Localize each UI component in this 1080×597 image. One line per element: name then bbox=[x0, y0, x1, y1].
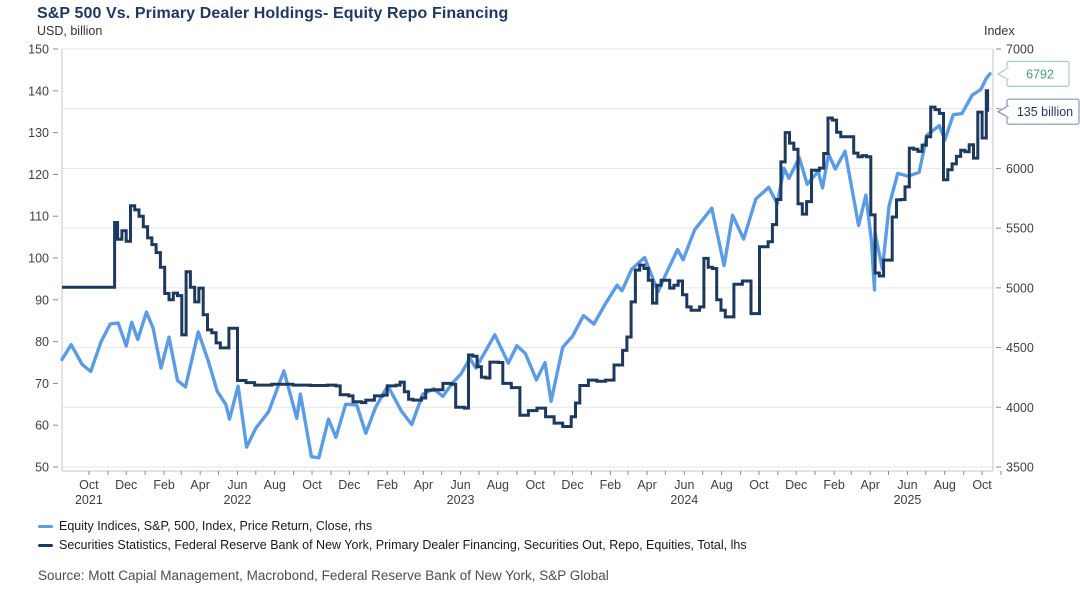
left-tick-label: 90 bbox=[35, 293, 49, 307]
x-year-label: 2022 bbox=[224, 493, 252, 507]
left-tick-label: 60 bbox=[35, 419, 49, 433]
left-tick-label: 120 bbox=[28, 168, 49, 182]
x-tick-label: Aug bbox=[711, 478, 733, 492]
right-tick-label: 5500 bbox=[1006, 222, 1034, 236]
left-tick-label: 150 bbox=[28, 43, 49, 57]
chart-canvas: 50 60 70 80 90 100 110 120 130 140 150 3500 4000 4500… bbox=[28, 43, 1080, 507]
legend-label-dealer-repo: Securities Statistics, Federal Reserve B… bbox=[59, 538, 747, 552]
x-tick-label: Oct bbox=[525, 478, 545, 492]
x-tick-label: Aug bbox=[487, 478, 509, 492]
left-tick-label: 140 bbox=[28, 84, 49, 98]
x-tick-label: Oct bbox=[302, 478, 322, 492]
chart-title: S&P 500 Vs. Primary Dealer Holdings- Equ… bbox=[37, 5, 509, 22]
x-year-label: 2021 bbox=[75, 493, 103, 507]
x-tick-label: Oct bbox=[972, 478, 992, 492]
x-tick-label: Dec bbox=[115, 478, 137, 492]
left-tick-label: 110 bbox=[29, 210, 49, 224]
right-axis-unit-label: Index bbox=[984, 24, 1015, 38]
right-tick-label: 3500 bbox=[1006, 461, 1034, 475]
x-tick-label: Dec bbox=[338, 478, 360, 492]
x-tick-label: Apr bbox=[414, 478, 433, 492]
callout-value-label: 135 billion bbox=[1017, 105, 1073, 119]
right-tick-label: 4000 bbox=[1006, 401, 1034, 415]
x-tick-label: Jun bbox=[674, 478, 694, 492]
x-tick-label: Apr bbox=[190, 478, 209, 492]
x-year-label: 2023 bbox=[447, 493, 475, 507]
left-tick-label: 130 bbox=[28, 126, 49, 140]
right-tick-label: 4500 bbox=[1006, 341, 1034, 355]
series-line-sp500 bbox=[60, 72, 992, 460]
sp500-line-swatch-icon bbox=[38, 524, 53, 529]
x-tick-label: Feb bbox=[153, 478, 175, 492]
x-tick-label: Dec bbox=[561, 478, 583, 492]
x-year-label: 2025 bbox=[894, 493, 922, 507]
callout-arrow-icon bbox=[996, 67, 1009, 81]
x-tick-label: Aug bbox=[264, 478, 286, 492]
left-tick-label: 100 bbox=[28, 252, 49, 266]
left-axis-unit-label: USD, billion bbox=[37, 24, 103, 38]
chart-legend: Equity Indices, S&P, 500, Index, Price R… bbox=[38, 517, 747, 555]
x-tick-label: Feb bbox=[376, 478, 398, 492]
x-tick-label: Aug bbox=[934, 478, 956, 492]
right-tick-label: 5000 bbox=[1006, 281, 1034, 295]
callout-value-label: 6792 bbox=[1026, 67, 1054, 81]
x-tick-label: Feb bbox=[823, 478, 845, 492]
left-tick-label: 80 bbox=[35, 335, 49, 349]
right-tick-label: 7000 bbox=[1006, 43, 1034, 57]
dealer-repo-line-swatch-icon bbox=[38, 543, 53, 548]
series-line-dealer-repo bbox=[62, 89, 990, 428]
x-year-label: 2024 bbox=[670, 493, 698, 507]
callout-arrow-icon bbox=[996, 105, 1009, 119]
x-tick-label: Jun bbox=[451, 478, 471, 492]
x-tick-label: Apr bbox=[637, 478, 656, 492]
legend-item-sp500: Equity Indices, S&P, 500, Index, Price R… bbox=[38, 517, 747, 536]
x-tick-label: Jun bbox=[897, 478, 917, 492]
legend-label-sp500: Equity Indices, S&P, 500, Index, Price R… bbox=[59, 519, 373, 533]
x-tick-label: Jun bbox=[227, 478, 247, 492]
source-text: Source: Mott Capial Management, Macrobon… bbox=[38, 568, 609, 583]
x-tick-label: Apr bbox=[860, 478, 879, 492]
x-tick-label: Oct bbox=[749, 478, 769, 492]
left-tick-label: 70 bbox=[35, 377, 49, 391]
legend-item-dealer-repo: Securities Statistics, Federal Reserve B… bbox=[38, 536, 747, 555]
x-tick-label: Oct bbox=[79, 478, 99, 492]
x-tick-label: Feb bbox=[600, 478, 622, 492]
right-tick-label: 6000 bbox=[1006, 162, 1034, 176]
left-tick-label: 50 bbox=[35, 461, 49, 475]
x-tick-label: Dec bbox=[785, 478, 807, 492]
